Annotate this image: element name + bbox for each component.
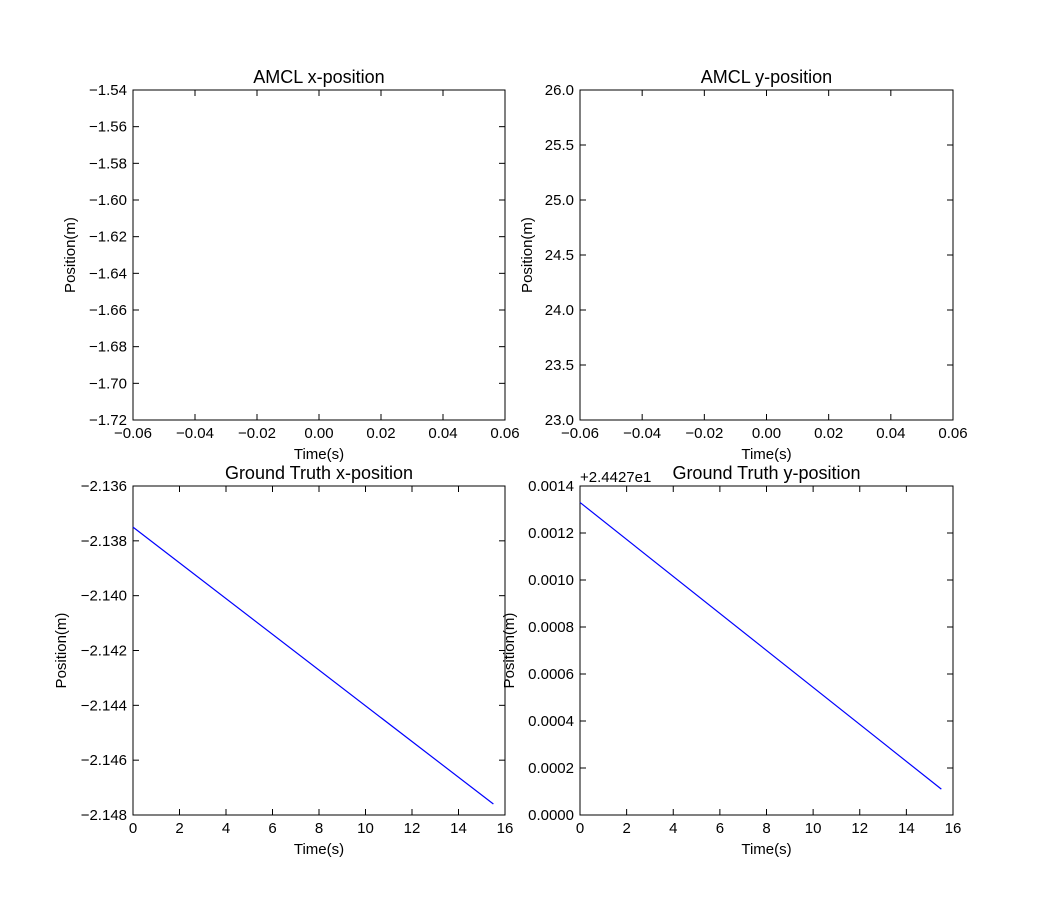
y-tick-label: −1.60 bbox=[89, 192, 127, 209]
x-tick-label: 0.06 bbox=[938, 425, 967, 442]
x-tick-label: 0.00 bbox=[752, 425, 781, 442]
y-tick-label: −1.64 bbox=[89, 265, 127, 282]
y-tick-label: 0.0002 bbox=[528, 760, 574, 777]
axes-frame bbox=[132, 485, 506, 816]
y-tick-label: −2.138 bbox=[81, 533, 127, 550]
y-axis-label: Position(m) bbox=[62, 217, 79, 293]
x-tick-label: 16 bbox=[945, 820, 962, 837]
y-tick-label: −1.58 bbox=[89, 155, 127, 172]
x-tick-label: 6 bbox=[716, 820, 724, 837]
x-tick-label: 10 bbox=[805, 820, 822, 837]
y-tick-label: 0.0012 bbox=[528, 525, 574, 542]
x-tick-label: −0.06 bbox=[114, 425, 152, 442]
x-axis-label: Time(s) bbox=[741, 446, 791, 463]
subplot-2: −0.06 −0.04 −0.02 0.00 0.02 0.04 0.06 26.0 25.5 2… bbox=[519, 67, 968, 463]
x-tick-label: −0.02 bbox=[238, 425, 276, 442]
x-tick-label: 0.00 bbox=[304, 425, 333, 442]
y-axis-label: Position(m) bbox=[501, 613, 518, 689]
y-tick-label: 0.0006 bbox=[528, 666, 574, 683]
x-tick-label: −0.02 bbox=[685, 425, 723, 442]
x-tick-label: 8 bbox=[315, 820, 323, 837]
y-tick-label: −1.68 bbox=[89, 339, 127, 356]
x-tick-label: 16 bbox=[497, 820, 514, 837]
y-tick-label: −2.148 bbox=[81, 807, 127, 824]
y-tick-label: −1.72 bbox=[89, 412, 127, 429]
x-tick-label: 0.02 bbox=[366, 425, 395, 442]
x-axis-label: Time(s) bbox=[741, 841, 791, 858]
y-tick-label: −2.142 bbox=[81, 643, 127, 660]
chart-title: AMCL y-position bbox=[701, 67, 832, 87]
y-tick-label: 24.0 bbox=[545, 302, 574, 319]
series-line bbox=[132, 526, 494, 805]
x-tick-label: −0.04 bbox=[623, 425, 661, 442]
y-tick-label: −1.54 bbox=[89, 82, 127, 99]
x-tick-label: 0.04 bbox=[428, 425, 457, 442]
subplot-4: 0 2 4 6 8 10 12 14 16 0.0014 0.0012 0.0010 0.0008 0.0… bbox=[501, 463, 961, 858]
x-tick-label: 4 bbox=[222, 820, 230, 837]
y-axis-label: Position(m) bbox=[519, 217, 536, 293]
axes-frame bbox=[132, 89, 506, 421]
y-tick-label: 0.0014 bbox=[528, 478, 574, 495]
y-tick-label: 0.0008 bbox=[528, 619, 574, 636]
x-axis-label: Time(s) bbox=[294, 446, 344, 463]
x-tick-label: 2 bbox=[622, 820, 630, 837]
x-axis-label: Time(s) bbox=[294, 841, 344, 858]
y-tick-label: 0.0004 bbox=[528, 713, 574, 730]
y-tick-label: −1.56 bbox=[89, 119, 127, 136]
y-tick-label: 23.5 bbox=[545, 357, 574, 374]
axes-frame bbox=[579, 89, 954, 421]
x-tick-label: 6 bbox=[268, 820, 276, 837]
chart-title: Ground Truth y-position bbox=[672, 463, 860, 483]
y-tick-label: −2.140 bbox=[81, 588, 127, 605]
y-tick-label: −1.70 bbox=[89, 375, 127, 392]
subplot-3: 0 2 4 6 8 10 12 14 16 −2.136 −2.138 −2.140 −2.142 −2.… bbox=[53, 463, 513, 858]
y-tick-label: −2.144 bbox=[81, 697, 127, 714]
x-tick-label: 0.02 bbox=[814, 425, 843, 442]
y-tick-label: −1.66 bbox=[89, 302, 127, 319]
x-tick-label: −0.06 bbox=[561, 425, 599, 442]
y-offset-label: +2.4427e1 bbox=[580, 469, 651, 486]
x-tick-label: 2 bbox=[175, 820, 183, 837]
y-tick-label: 25.5 bbox=[545, 137, 574, 154]
y-tick-label: 24.5 bbox=[545, 247, 574, 264]
y-tick-label: 0.0010 bbox=[528, 572, 574, 589]
chart-title: Ground Truth x-position bbox=[225, 463, 413, 483]
x-tick-label: 12 bbox=[851, 820, 868, 837]
x-tick-label: −0.04 bbox=[176, 425, 214, 442]
x-tick-label: 8 bbox=[762, 820, 770, 837]
x-tick-label: 0.06 bbox=[490, 425, 519, 442]
y-tick-label: 26.0 bbox=[545, 82, 574, 99]
series-line bbox=[579, 501, 942, 790]
y-tick-label: −1.62 bbox=[89, 229, 127, 246]
x-tick-label: 0.04 bbox=[876, 425, 905, 442]
y-axis-label: Position(m) bbox=[53, 613, 70, 689]
y-tick-label: 25.0 bbox=[545, 192, 574, 209]
x-tick-label: 0 bbox=[576, 820, 584, 837]
x-tick-label: 4 bbox=[669, 820, 677, 837]
subplot-1: −0.06 −0.04 −0.02 0.00 0.02 0.04 0.06 −1.54 −1.5… bbox=[62, 67, 520, 463]
x-tick-label: 10 bbox=[357, 820, 374, 837]
y-tick-label: −2.146 bbox=[81, 752, 127, 769]
y-tick-label: 0.0000 bbox=[528, 807, 574, 824]
x-tick-label: 0 bbox=[129, 820, 137, 837]
y-tick-label: −2.136 bbox=[81, 478, 127, 495]
y-tick-label: 23.0 bbox=[545, 412, 574, 429]
x-tick-label: 14 bbox=[450, 820, 467, 837]
x-tick-label: 12 bbox=[404, 820, 421, 837]
chart-title: AMCL x-position bbox=[253, 67, 384, 87]
x-tick-label: 14 bbox=[898, 820, 915, 837]
